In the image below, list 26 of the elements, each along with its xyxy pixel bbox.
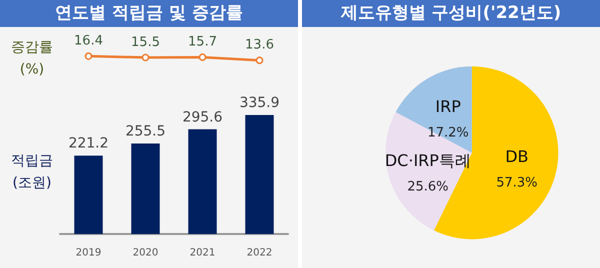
data-label: 295.6	[182, 109, 223, 126]
chart-title: 제도유형별 구성비('22년도)	[302, 0, 600, 27]
data-label: 57.3%	[496, 176, 538, 191]
bar	[131, 143, 160, 234]
slice-label: DB	[505, 147, 529, 166]
data-label: 17.2%	[427, 126, 469, 141]
bar	[74, 156, 103, 234]
data-label: 13.6	[245, 38, 274, 53]
y-axis-title: 증감률 (%)	[11, 39, 53, 78]
data-label: 25.6%	[407, 179, 449, 194]
data-label: 335.9	[239, 94, 280, 111]
x-tick-label: 2021	[190, 248, 216, 258]
bar	[188, 129, 217, 234]
y-axis-title: 적립금 (조원)	[11, 153, 53, 191]
data-label: 16.4	[74, 33, 103, 48]
data-label: 255.5	[125, 123, 166, 140]
x-tick-label: 2019	[76, 248, 102, 258]
slice-label: DC·IRP특례	[384, 150, 471, 170]
x-tick-label: 2022	[246, 248, 272, 258]
chart-title: 연도별 적립금 및 증감률	[0, 0, 298, 27]
x-tick-label: 2020	[132, 248, 158, 258]
data-label: 221.2	[68, 136, 109, 152]
bar	[245, 114, 274, 234]
data-label: 15.7	[188, 34, 217, 50]
data-label: 15.5	[131, 34, 160, 50]
slice-label: IRP	[435, 97, 462, 116]
